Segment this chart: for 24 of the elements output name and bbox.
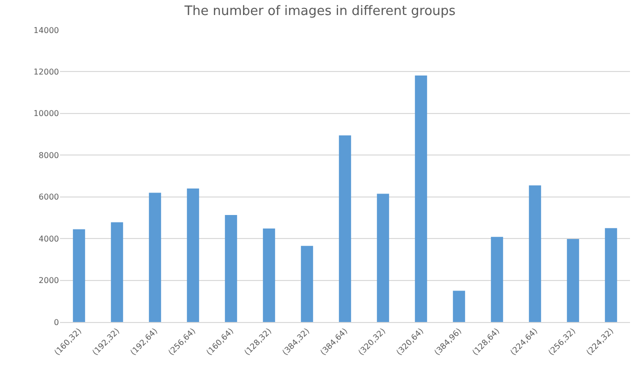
bar [148,192,162,322]
bar [186,188,200,322]
bar [376,194,390,322]
y-tick-label: 6000 [38,192,59,202]
y-tick-label: 2000 [38,276,59,286]
bar [338,135,352,322]
bar [528,185,542,322]
y-tick-label: 12000 [34,68,59,77]
bar [110,222,124,322]
y-tick-label: 14000 [34,26,59,35]
chart-title: The number of images in different groups [183,4,456,19]
bar [566,238,580,322]
bar [224,215,238,322]
bar [72,229,86,322]
bar [604,228,618,322]
y-tick-label: 10000 [34,109,59,118]
bar [262,228,276,322]
bar [414,75,428,322]
y-tick-label: 4000 [38,234,59,244]
y-tick-label: 8000 [38,150,59,160]
bar [300,246,314,322]
y-tick-label: 0 [54,318,59,327]
bar [490,236,504,322]
bar [452,290,466,322]
